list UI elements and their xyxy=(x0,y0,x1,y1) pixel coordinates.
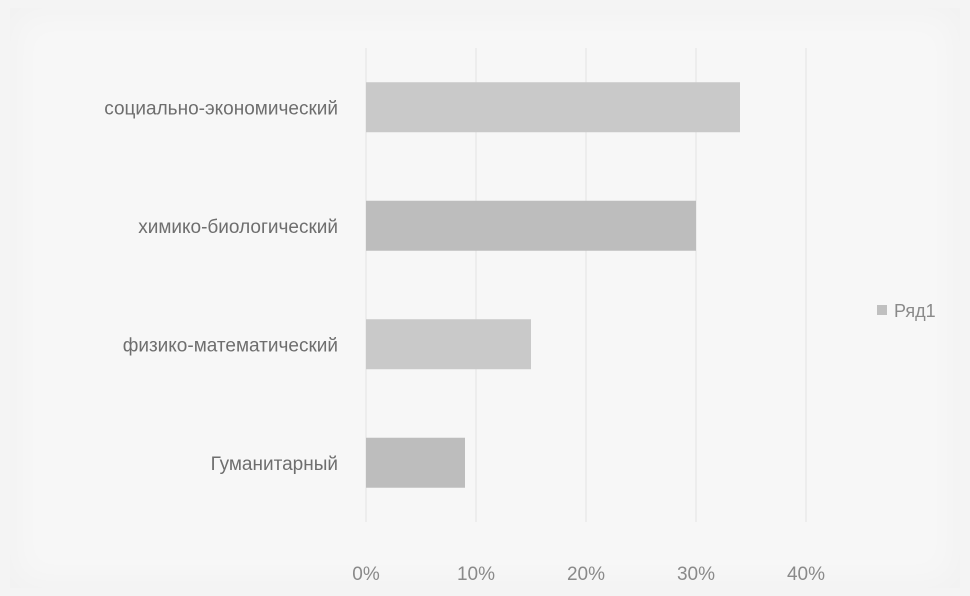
x-tick-label: 10% xyxy=(457,564,495,585)
legend-label: Ряд1 xyxy=(894,301,936,321)
category-label: химико-биологический xyxy=(138,217,338,238)
category-labels: социально-экономический химико-биологичес… xyxy=(104,98,338,475)
bar xyxy=(366,437,465,488)
x-tick-labels: 0% 10% 20% 30% 40% xyxy=(352,564,825,585)
x-tick-label: 0% xyxy=(352,564,380,585)
category-label: социально-экономический xyxy=(104,98,338,119)
x-tick-label: 40% xyxy=(787,564,825,585)
bar xyxy=(366,200,696,251)
legend: Ряд1 xyxy=(877,301,936,321)
category-label: физико-математический xyxy=(123,335,338,356)
bar xyxy=(366,82,740,133)
category-label: Гуманитарный xyxy=(211,454,338,475)
bars xyxy=(366,82,740,488)
bar xyxy=(366,319,531,370)
x-tick-label: 30% xyxy=(677,564,715,585)
legend-marker xyxy=(877,305,887,315)
x-tick-label: 20% xyxy=(567,564,605,585)
